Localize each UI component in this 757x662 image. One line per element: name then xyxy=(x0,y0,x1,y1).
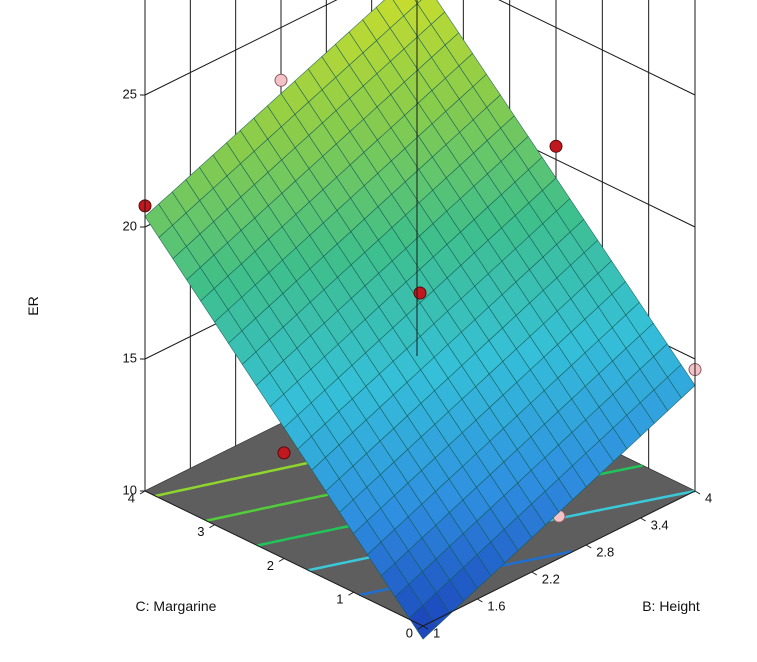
c-tick-label: 3 xyxy=(197,524,204,539)
surface-cell xyxy=(414,0,422,5)
b-tick-label: 3.4 xyxy=(651,517,669,532)
response-surface xyxy=(144,0,696,640)
z-tick-label: 25 xyxy=(123,86,137,101)
b-tick-label: 2.8 xyxy=(596,544,614,559)
c-tick-label: 0 xyxy=(406,625,413,640)
b-tick xyxy=(531,571,538,576)
b-tick xyxy=(422,625,429,630)
c-tick xyxy=(278,558,285,562)
z-tick-label: 10 xyxy=(123,482,137,497)
c-tick xyxy=(209,524,215,529)
c-tick xyxy=(139,490,146,495)
wall-z-gridline xyxy=(144,0,696,96)
frame-edge xyxy=(422,490,696,627)
b-tick xyxy=(585,544,592,549)
design-point-above xyxy=(549,139,563,153)
b-tick-label: 1 xyxy=(433,625,440,640)
c-tick xyxy=(417,625,424,630)
z-tick-label: 20 xyxy=(123,218,137,233)
x-axis-title: B: Height xyxy=(642,598,700,614)
y-axis-title: C: Margarine xyxy=(136,598,217,614)
b-tick xyxy=(477,598,483,603)
b-tick-label: 4 xyxy=(705,490,712,505)
design-point-above xyxy=(413,286,427,300)
c-tick-label: 2 xyxy=(267,558,274,573)
axis-ticks: 10152025300123411.62.22.83.44 xyxy=(123,86,713,640)
c-tick-label: 1 xyxy=(336,592,343,607)
design-point-above xyxy=(277,446,291,460)
b-tick-label: 1.6 xyxy=(487,598,505,613)
b-tick xyxy=(640,517,646,522)
design-point-below xyxy=(274,73,288,87)
b-tick-label: 2.2 xyxy=(542,571,560,586)
c-tick xyxy=(348,591,354,596)
z-axis-title: ER xyxy=(25,296,41,315)
b-tick xyxy=(694,490,701,495)
c-tick-label: 4 xyxy=(128,490,135,505)
surface-cell xyxy=(408,604,437,640)
z-tick-label: 15 xyxy=(123,350,137,365)
